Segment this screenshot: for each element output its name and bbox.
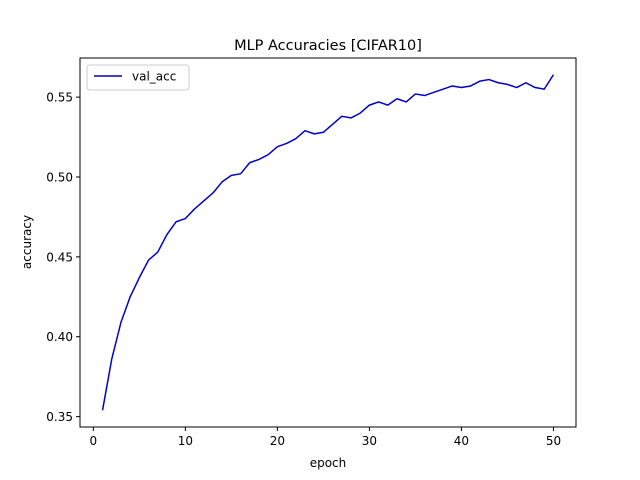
legend-label-val-acc: val_acc — [132, 70, 176, 84]
series-layer — [101, 74, 555, 411]
series-line-val-acc — [101, 74, 555, 411]
x-tick-label: 50 — [546, 434, 561, 448]
x-axis: 0 10 20 30 40 50 — [90, 427, 561, 448]
legend-box — [86, 64, 190, 91]
plot-area-frame — [79, 57, 577, 428]
x-tick-label: 40 — [454, 434, 469, 448]
x-tick-label: 10 — [178, 434, 193, 448]
y-tick-label: 0.40 — [46, 330, 73, 344]
x-tick-label: 20 — [270, 434, 285, 448]
x-tick-label: 30 — [362, 434, 377, 448]
y-axis: 0.35 0.40 0.45 0.50 0.55 — [46, 91, 80, 424]
y-tick-label: 0.35 — [46, 410, 73, 424]
y-tick-label: 0.50 — [46, 171, 73, 185]
y-tick-label: 0.55 — [46, 91, 73, 105]
x-tick-label: 0 — [90, 434, 98, 448]
chart-title: MLP Accuracies [CIFAR10] — [234, 38, 422, 54]
y-axis-title: accuracy — [20, 215, 34, 269]
x-axis-title: epoch — [310, 456, 347, 470]
legend: val_acc — [86, 64, 190, 91]
y-tick-label: 0.45 — [46, 250, 73, 264]
